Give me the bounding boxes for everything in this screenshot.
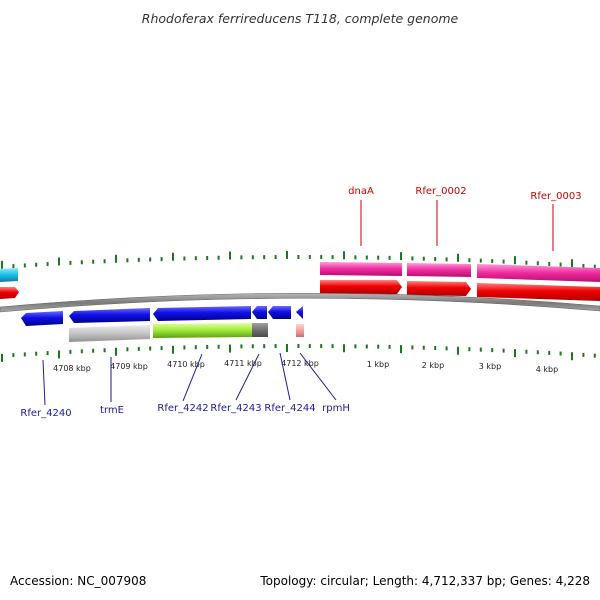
genome-summary-text: Topology: circular; Length: 4,712,337 bp… (260, 574, 590, 588)
gene-label-rfer-0002[interactable]: Rfer_0002 (415, 186, 466, 197)
gene-label-rfer-4243[interactable]: Rfer_4243 (210, 403, 261, 414)
inner-ticks (1, 344, 596, 362)
gene-rfer-4242[interactable] (153, 306, 251, 321)
map-title: Rhodoferax ferrireducens T118, complete … (142, 11, 459, 26)
tick-label: 2 kbp (422, 361, 444, 370)
tick-label: 1 kbp (367, 360, 389, 369)
tick-labels: 4708 kbp 4709 kbp 4710 kbp 4711 kbp 4712… (53, 359, 558, 374)
gene-rfer-4244[interactable] (268, 306, 291, 319)
gene-label-rpmh[interactable]: rpmH (322, 403, 350, 414)
gene-rfer-0002[interactable] (407, 281, 471, 296)
gene-lightpink[interactable] (296, 324, 304, 337)
tick-label: 4710 kbp (167, 360, 205, 369)
gene-green[interactable] (153, 323, 252, 338)
forward-genes (0, 262, 600, 301)
gene-gray[interactable] (69, 325, 150, 342)
tick-label: 4711 kbp (224, 359, 262, 368)
reverse-genes (21, 306, 304, 342)
gene-label-trme[interactable]: trmE (100, 405, 124, 416)
tick-label: 4709 kbp (110, 362, 148, 371)
gene-label-rfer-4244[interactable]: Rfer_4244 (264, 403, 315, 414)
gene-label-rfer-4240[interactable]: Rfer_4240 (20, 408, 71, 419)
gene-label-rfer-0003[interactable]: Rfer_0003 (530, 191, 581, 202)
gene-label-dnaa[interactable]: dnaA (348, 186, 374, 197)
gene-rfer-0003[interactable] (477, 283, 600, 301)
gene-red-left[interactable] (0, 287, 19, 299)
accession-text: Accession: NC_007908 (10, 574, 147, 588)
tick-label: 4708 kbp (53, 364, 91, 373)
forward-gene-labels: dnaA Rfer_0002 Rfer_0003 (348, 186, 582, 251)
tick-label: 3 kbp (479, 362, 501, 371)
gene-rpmh[interactable] (296, 306, 303, 319)
genome-backbone (0, 292, 600, 313)
gene-label-rfer-4242[interactable]: Rfer_4242 (157, 403, 208, 414)
gene-pink-rfer-0003[interactable] (477, 264, 600, 282)
tick-label: 4 kbp (536, 365, 558, 374)
tick-label: 4712 kbp (281, 359, 319, 368)
gene-dnaa[interactable] (320, 280, 402, 294)
gene-pink-dnaa[interactable] (320, 262, 402, 276)
gene-rfer-4243[interactable] (252, 306, 267, 319)
gene-pink-rfer-0002[interactable] (407, 263, 471, 277)
gene-trme[interactable] (69, 308, 150, 323)
outer-ticks (1, 251, 596, 269)
gene-cyan-left[interactable] (0, 268, 18, 282)
gene-rfer-4240[interactable] (21, 311, 63, 326)
reverse-gene-labels: Rfer_4240 trmE Rfer_4242 Rfer_4243 Rfer_… (20, 352, 350, 419)
gene-darkgray[interactable] (252, 323, 268, 337)
